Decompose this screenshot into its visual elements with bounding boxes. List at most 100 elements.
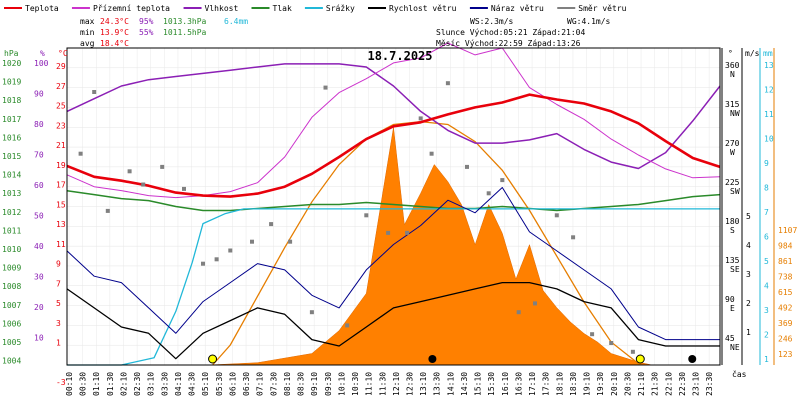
wind-direction-point (590, 332, 595, 337)
x-tick-label: 13:10 (419, 372, 428, 396)
x-tick-label: 16:10 (501, 372, 510, 396)
x-tick-label: 10:30 (351, 372, 360, 396)
rain-tick: 12 (764, 86, 774, 95)
x-tick-label: 22:30 (678, 372, 687, 396)
series-rain (67, 208, 720, 366)
x-tick-label: 12:30 (406, 372, 415, 396)
wind-direction-point (228, 248, 233, 253)
series-wind-gust (66, 187, 720, 341)
series-wind-speed (66, 281, 720, 360)
wind-direction-point (141, 182, 146, 187)
rain-tick: 3 (764, 306, 769, 315)
direction-compass-tick: NW (730, 109, 740, 118)
max-rain: 6.4mm (224, 17, 248, 26)
series-temperature (66, 93, 721, 198)
sunset-marker (635, 354, 645, 364)
x-tick-label: 11:10 (365, 372, 374, 396)
humidity-tick: 50 (34, 212, 44, 221)
temp-tick: 29 (56, 62, 66, 71)
x-tick-label: 14:10 (446, 372, 455, 396)
pressure-tick: 1015 (2, 152, 21, 161)
max-press: 1013.3hPa (163, 17, 207, 26)
temp-tick: 17 (56, 181, 66, 190)
rain-tick: 6 (764, 233, 769, 242)
solar-tick: 984 (778, 242, 793, 251)
direction-degree-tick: 270 (725, 139, 740, 148)
wind-direction-point (92, 90, 97, 94)
solar-tick: 615 (778, 288, 793, 297)
rain-tick: 8 (764, 184, 769, 193)
stats-box: max 24.3°C 95% 1013.3hPa 6.4mm min 13.9°… (80, 17, 611, 48)
wind-direction-point (465, 164, 469, 169)
x-tick-label: 10:10 (337, 372, 346, 396)
direction-degree-tick: 90 (725, 295, 735, 304)
direction-degree-tick: 45 (725, 334, 735, 343)
x-tick-label: 21:10 (637, 372, 646, 396)
wind-direction-point (630, 349, 635, 354)
temp-tick: 19 (56, 161, 66, 170)
max-temp: 24.3°C (100, 17, 129, 26)
x-tick-label: 00:10 (65, 372, 74, 396)
temp-tick: 5 (56, 299, 61, 308)
pressure-tick: 1016 (2, 133, 21, 142)
direction-unit: ° (728, 49, 733, 58)
wind-direction-point (500, 178, 505, 183)
x-tick-label: 06:30 (242, 372, 251, 396)
temp-tick: 9 (56, 260, 61, 269)
rain-tick: 4 (764, 282, 769, 291)
x-axis-unit: čas (732, 369, 747, 379)
humidity-tick: 90 (34, 90, 44, 99)
legend-label: Teplota (25, 4, 59, 13)
rain-unit: mm (763, 49, 773, 58)
legend-label: Tlak (273, 4, 292, 13)
solar-tick: 123 (778, 350, 793, 359)
moon-times: Měsíc Východ:22:59 Západ:13:26 (436, 39, 581, 48)
direction-degree-tick: 360 (725, 61, 740, 70)
x-tick-label: 05:10 (201, 372, 210, 396)
pressure-tick: 1012 (2, 208, 21, 217)
wind-direction-point (182, 186, 186, 191)
wind-direction-point (127, 169, 132, 174)
x-tick-label: 01:30 (106, 372, 115, 396)
wind-direction-point (554, 213, 559, 218)
humidity-tick: 30 (34, 273, 44, 282)
x-tick-label: 21:30 (651, 372, 660, 396)
temp-tick: 13 (56, 220, 66, 229)
rain-tick: 5 (764, 257, 769, 266)
temp-tick: 7 (56, 280, 61, 289)
x-tick-label: 15:10 (474, 372, 483, 396)
wind-direction-point (516, 310, 521, 315)
direction-compass-tick: S (730, 226, 735, 235)
pressure-tick: 1010 (2, 245, 21, 254)
wind-direction-point (309, 310, 314, 315)
wind-speed-avg: WS:2.3m/s (470, 17, 514, 26)
direction-degree-tick: 180 (725, 217, 740, 226)
series-theoretical-sun (212, 120, 641, 366)
pressure-tick: 1014 (2, 171, 21, 180)
wind-direction-point (160, 164, 165, 169)
x-tick-label: 20:10 (610, 372, 619, 396)
wind-tick: 4 (746, 241, 751, 250)
x-tick-label: 07:10 (256, 372, 265, 396)
plot-frame (66, 47, 721, 366)
legend-label: Přízemní teplota (93, 4, 170, 13)
pressure-unit: hPa (4, 49, 19, 58)
rain-tick: 13 (764, 61, 774, 70)
series-solar-area (67, 127, 720, 366)
solar-tick: 246 (778, 335, 793, 344)
wind-direction-point (418, 116, 423, 121)
series-pressure (66, 189, 721, 212)
x-tick-label: 08:30 (297, 372, 306, 396)
legend-label: Směr větru (578, 4, 626, 13)
humidity-tick: 70 (34, 151, 44, 160)
pressure-tick: 1009 (2, 264, 21, 273)
x-tick-label: 11:30 (378, 372, 387, 396)
temp-unit: °C (58, 49, 68, 58)
humidity-tick: 60 (34, 181, 44, 190)
x-tick-label: 17:30 (542, 372, 551, 396)
humidity-unit: % (40, 49, 45, 58)
solar-tick: 1107 (778, 226, 797, 235)
x-tick-label: 18:10 (555, 372, 564, 396)
pressure-tick: 1005 (2, 338, 21, 347)
avg-label: avg (80, 39, 95, 48)
